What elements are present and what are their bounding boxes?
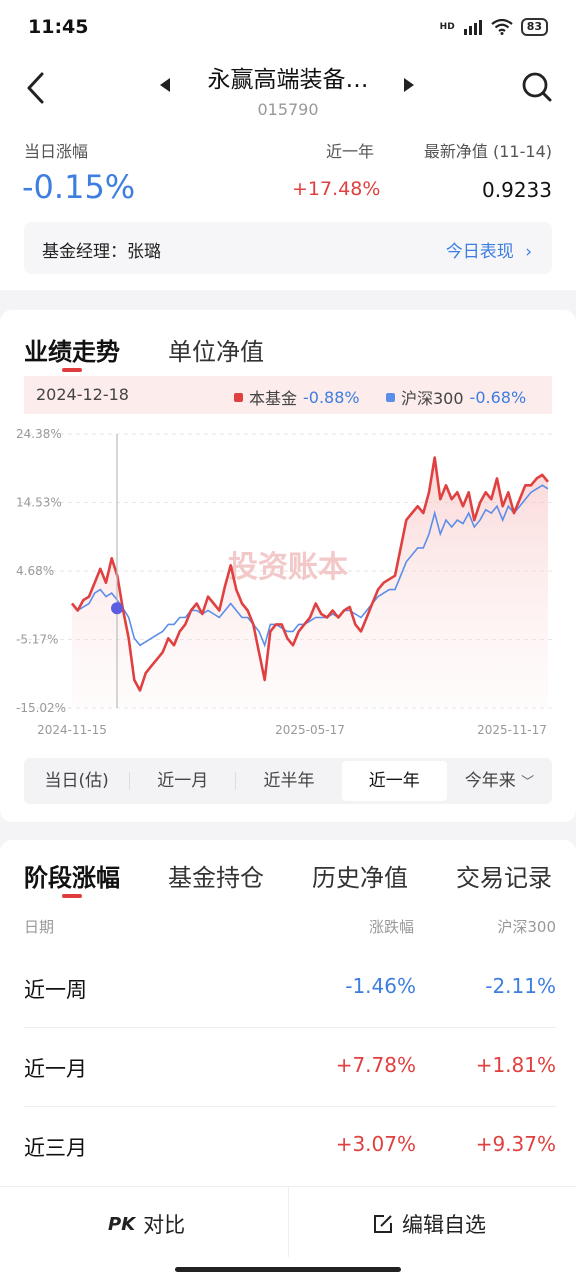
col-index: 沪深300 [497,918,556,936]
signal-icon [463,20,482,35]
range-ytd[interactable]: 今年来 ﹀ [447,758,552,804]
row-period: 近三月 [24,1136,87,1160]
compare-label: 对比 [143,1213,186,1237]
legend-fund-value: -0.88% [303,387,360,407]
tab-performance-trend[interactable]: 业绩走势 [24,338,120,366]
legend-date: 2024-12-18 [36,385,129,404]
battery-icon: 83 [520,18,548,36]
row-change: -1.46% [345,974,416,998]
table-row: 近一月 +7.78% +1.81% [24,1029,556,1107]
x-tick-label: 2025-11-17 [477,723,547,737]
tab-underline [62,368,82,372]
status-bar: 11:45 HD 83 [0,0,576,58]
fund-code: 015790 [257,100,319,119]
year-change-label: 近一年 [326,142,375,161]
x-tick-label: 2025-05-17 [275,723,345,737]
bottom-action-bar: PK 对比 编辑自选 [0,1186,576,1280]
range-divider [129,772,131,790]
y-tick-label: -15.02% [16,701,66,715]
status-time: 11:45 [28,16,89,38]
row-index: +1.81% [475,1053,556,1077]
manager-row[interactable]: 基金经理：张璐 今日表现 › [24,222,552,274]
x-tick-label: 2024-11-15 [37,723,107,737]
performance-card: 阶段涨幅 基金持仓 历史净值 交易记录 日期 涨跌幅 沪深300 近一周 -1.… [0,840,576,1200]
nav-label: 最新净值 (11-14) [423,142,552,161]
y-tick-label: 14.53% [16,496,62,510]
y-tick-label: 4.68% [16,564,54,578]
row-period: 近一周 [24,978,87,1002]
fund-area [72,457,548,708]
fund-header: 永赢高端装备… 015790 当日涨幅 -0.15% 近一年 +17.48% 最… [0,58,576,290]
edit-watchlist-button[interactable]: 编辑自选 [372,1209,486,1239]
crosshair-dot [111,602,123,615]
col-date: 日期 [24,918,55,936]
legend-fund-label: 本基金 [249,389,298,408]
legend-index: 沪深300 -0.68% [386,385,526,409]
range-1month[interactable]: 近一月 [157,771,209,791]
today-performance-label: 今日表现 [445,242,514,262]
status-icons: HD 83 [440,18,548,36]
col-change: 涨跌幅 [368,918,414,936]
chevron-right-icon: › [525,242,532,262]
range-today[interactable]: 当日(估) [44,771,109,791]
chart-card: 业绩走势 单位净值 2024-12-18 本基金 -0.88% 沪深300 -0… [0,310,576,822]
legend-index-swatch [386,392,395,402]
search-icon[interactable] [520,70,554,104]
y-tick-label: -5.17% [16,633,58,647]
network-label: HD [439,22,455,32]
chart-watermark: 投资账本 [228,550,348,585]
table-row: 近一周 -1.46% -2.11% [24,950,556,1028]
range-divider [235,772,237,790]
compare-button[interactable]: PK 对比 [108,1209,185,1239]
back-arrow-icon[interactable] [22,68,52,108]
daily-change-value: -0.15% [22,168,136,206]
home-indicator [175,1267,401,1272]
manager-text: 基金经理：张璐 [42,242,161,262]
daily-change-label: 当日涨幅 [24,142,89,161]
edit-watchlist-label: 编辑自选 [402,1213,486,1237]
nav-value: 0.9233 [482,178,552,202]
row-index: -2.11% [485,974,556,998]
tab-underline [62,894,82,898]
row-change: +3.07% [335,1132,416,1156]
range-6month[interactable]: 近半年 [263,771,315,791]
time-range-selector: 当日(估) 近一月 近半年 近一年 今年来 ﹀ [24,758,552,804]
tab-history-nav[interactable]: 历史净值 [312,864,408,892]
tab-trade-records[interactable]: 交易记录 [456,864,552,892]
chevron-down-icon: ﹀ [521,775,535,790]
range-ytd-label: 今年来 [464,771,516,791]
legend-index-value: -0.68% [469,387,527,407]
prev-fund-icon[interactable] [160,78,170,92]
index-series-line [71,484,549,648]
tab-holdings[interactable]: 基金持仓 [168,864,264,892]
pk-icon: PK [108,1213,136,1235]
legend-fund-swatch [234,392,243,402]
tab-unit-nav[interactable]: 单位净值 [168,338,264,366]
legend-index-label: 沪深300 [401,389,464,408]
year-change-value: +17.48% [292,178,381,200]
y-tick-label: 24.38% [16,427,62,441]
fund-title: 永赢高端装备… [207,67,369,93]
row-index: +9.37% [475,1132,556,1156]
edit-icon [374,1215,392,1233]
range-1year[interactable]: 近一年 [341,761,447,801]
today-performance-link[interactable]: 今日表现 › [446,237,532,262]
wifi-icon [491,19,513,35]
legend-fund: 本基金 -0.88% [234,385,360,409]
fund-series-line [70,456,550,692]
performance-chart[interactable]: 投资账本 24.38% 14.53% 4.68% -5.17% -15.02% 2024… [0,422,576,742]
chart-legend-bar: 2024-12-18 本基金 -0.88% 沪深300 -0.68% [24,376,552,414]
table-row: 近三月 +3.07% +9.37% [24,1108,556,1186]
tab-stage-returns[interactable]: 阶段涨幅 [24,864,120,892]
next-fund-icon[interactable] [404,78,414,92]
row-change: +7.78% [335,1053,416,1077]
row-period: 近一月 [24,1057,87,1081]
bottom-divider [288,1187,289,1257]
fund-title-block: 永赢高端装备… 015790 [150,58,426,119]
